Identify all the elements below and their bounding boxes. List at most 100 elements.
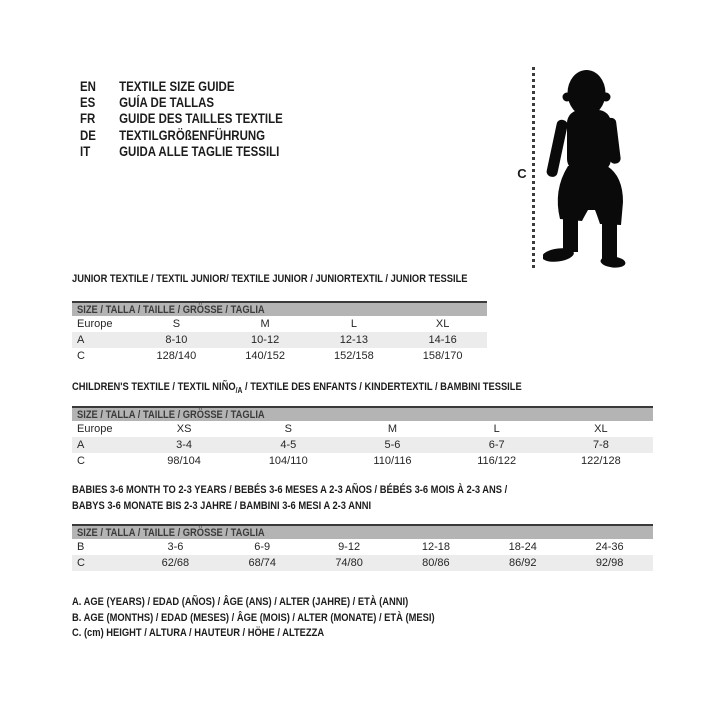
table-row: C 128/140 140/152 152/158 158/170	[72, 348, 487, 364]
height-cell: 92/98	[595, 557, 624, 569]
size-cell: S	[284, 423, 292, 435]
language-row-en: EN TEXTILE SIZE GUIDE	[80, 78, 283, 94]
height-cell: 110/116	[373, 455, 412, 467]
babies-title-line1: BABIES 3-6 MONTH TO 2-3 YEARS / BEBÉS 3-…	[72, 484, 508, 496]
language-code: IT	[80, 144, 91, 160]
table-row: Europe S M L XL	[72, 316, 487, 332]
language-row-de: DE TEXTILGRÖßENFÜHRUNG	[80, 127, 283, 143]
language-label: TEXTILE SIZE GUIDE	[119, 78, 235, 94]
language-label: GUÍA DE TALLAS	[119, 95, 215, 111]
height-cell: 74/80	[335, 557, 363, 569]
age-cell: 3-6	[167, 541, 184, 553]
height-cell: 98/104	[167, 455, 201, 467]
height-cell: 62/68	[161, 557, 190, 569]
size-cell: XL	[594, 423, 608, 435]
row-label: Europe	[77, 318, 113, 330]
language-label: GUIDA ALLE TAGLIE TESSILI	[119, 144, 280, 160]
junior-table-title-text: JUNIOR TEXTILE / TEXTIL JUNIOR/ TEXTILE …	[72, 273, 468, 285]
language-code: FR	[80, 111, 96, 127]
height-measure-label: C	[517, 166, 527, 181]
height-cell: 68/74	[248, 557, 276, 569]
row-label: C	[77, 350, 85, 362]
note-age-months: B. AGE (MONTHS) / EDAD (MESES) / ÂGE (MO…	[72, 612, 499, 628]
size-cell: L	[493, 423, 500, 435]
row-label: Europe	[77, 423, 113, 435]
language-row-it: IT GUIDA ALLE TAGLIE TESSILI	[80, 144, 283, 160]
age-cell: 12-18	[421, 541, 450, 553]
height-cell: 140/152	[245, 350, 285, 362]
table-row: C 62/68 68/74 74/80 80/86 86/92 92/98	[72, 555, 653, 571]
size-header-label: SIZE / TALLA / TAILLE / GRÖSSE / TAGLIA	[77, 526, 265, 539]
height-cell: 116/122	[477, 455, 517, 467]
junior-table-title: JUNIOR TEXTILE / TEXTIL JUNIOR/ TEXTILE …	[72, 272, 537, 288]
title-part: / TEXTILE DES ENFANTS / KINDERTEXTIL / B…	[242, 381, 522, 393]
table-row: Europe XS S M L XL	[72, 421, 653, 437]
size-cell: M	[260, 318, 270, 330]
size-cell: S	[172, 318, 181, 330]
title-subscript: /A	[235, 386, 243, 396]
language-code: ES	[80, 95, 96, 111]
size-header-band: SIZE / TALLA / TAILLE / GRÖSSE / TAGLIA	[72, 301, 487, 316]
height-cell: 122/128	[581, 455, 621, 467]
size-header-label: SIZE / TALLA / TAILLE / GRÖSSE / TAGLIA	[77, 303, 265, 316]
size-cell: XL	[435, 318, 450, 330]
height-cell: 128/140	[156, 350, 197, 362]
row-label: C	[77, 455, 85, 467]
table-row: B 3-6 6-9 9-12 12-18 18-24 24-36	[72, 539, 653, 555]
note-text: B. AGE (MONTHS) / EDAD (MESES) / ÂGE (MO…	[72, 611, 435, 624]
age-cell: 4-5	[280, 439, 297, 451]
row-label: B	[77, 541, 85, 553]
note-height-cm: C. (cm) HEIGHT / ALTURA / HAUTEUR / HÖHE…	[72, 627, 499, 643]
age-cell: 9-12	[338, 541, 361, 553]
height-cell: 104/110	[268, 455, 308, 467]
size-header-band: SIZE / TALLA / TAILLE / GRÖSSE / TAGLIA	[72, 524, 653, 539]
table-row: C 98/104 104/110 110/116 116/122 122/128	[72, 453, 653, 469]
size-cell: XS	[176, 423, 192, 435]
children-size-table: SIZE / TALLA / TAILLE / GRÖSSE / TAGLIA …	[72, 406, 653, 469]
height-cell: 80/86	[422, 557, 450, 569]
children-table-title-text: CHILDREN'S TEXTILE / TEXTIL NIÑO/A / TEX…	[72, 380, 522, 399]
toddler-silhouette-icon	[543, 70, 626, 268]
size-cell: L	[350, 318, 357, 330]
title-part: CHILDREN'S TEXTILE / TEXTIL NIÑO	[72, 381, 236, 393]
age-cell: 24-36	[595, 541, 624, 553]
legend-notes: A. AGE (YEARS) / EDAD (AÑOS) / ÂGE (ANS)…	[72, 596, 499, 643]
language-code: DE	[80, 127, 96, 143]
size-header-band: SIZE / TALLA / TAILLE / GRÖSSE / TAGLIA	[72, 406, 653, 421]
table-row: A 8-10 10-12 12-13 14-16	[72, 332, 487, 348]
babies-title-line2: BABYS 3-6 MONATE BIS 2-3 JAHRE / BAMBINI…	[72, 499, 372, 512]
note-age-years: A. AGE (YEARS) / EDAD (AÑOS) / ÂGE (ANS)…	[72, 596, 499, 612]
babies-table-title: BABIES 3-6 MONTH TO 2-3 YEARS / BEBÉS 3-…	[72, 483, 584, 514]
language-list: EN TEXTILE SIZE GUIDE ES GUÍA DE TALLAS …	[80, 78, 319, 160]
age-cell: 8-10	[165, 334, 188, 346]
age-cell: 14-16	[428, 334, 457, 346]
row-label: A	[77, 334, 85, 346]
age-cell: 6-9	[254, 541, 271, 553]
age-cell: 7-8	[592, 439, 609, 451]
age-cell: 3-4	[176, 439, 193, 451]
note-text: A. AGE (YEARS) / EDAD (AÑOS) / ÂGE (ANS)…	[72, 596, 409, 608]
language-label: TEXTILGRÖßENFÜHRUNG	[119, 127, 266, 143]
babies-size-table: SIZE / TALLA / TAILLE / GRÖSSE / TAGLIA …	[72, 524, 653, 571]
language-row-fr: FR GUIDE DES TAILLES TEXTILE	[80, 111, 283, 127]
age-cell: 6-7	[488, 439, 505, 451]
table-row: A 3-4 4-5 5-6 6-7 7-8	[72, 437, 653, 453]
row-label: A	[77, 439, 85, 451]
junior-size-table: SIZE / TALLA / TAILLE / GRÖSSE / TAGLIA …	[72, 301, 487, 364]
height-cell: 152/158	[333, 350, 374, 362]
age-cell: 18-24	[508, 541, 537, 553]
age-cell: 5-6	[384, 439, 401, 451]
age-cell: 12-13	[339, 334, 368, 346]
age-cell: 10-12	[251, 334, 280, 346]
size-cell: M	[387, 423, 398, 435]
note-text: C. (cm) HEIGHT / ALTURA / HAUTEUR / HÖHE…	[72, 627, 325, 639]
height-cell: 86/92	[508, 557, 537, 569]
row-label: C	[77, 557, 85, 569]
size-header-label: SIZE / TALLA / TAILLE / GRÖSSE / TAGLIA	[77, 408, 265, 421]
height-cell: 158/170	[422, 350, 463, 362]
language-code: EN	[80, 78, 96, 94]
language-label: GUIDE DES TAILLES TEXTILE	[119, 111, 283, 127]
height-measure-dotted-line	[532, 67, 535, 268]
language-row-es: ES GUÍA DE TALLAS	[80, 94, 283, 110]
